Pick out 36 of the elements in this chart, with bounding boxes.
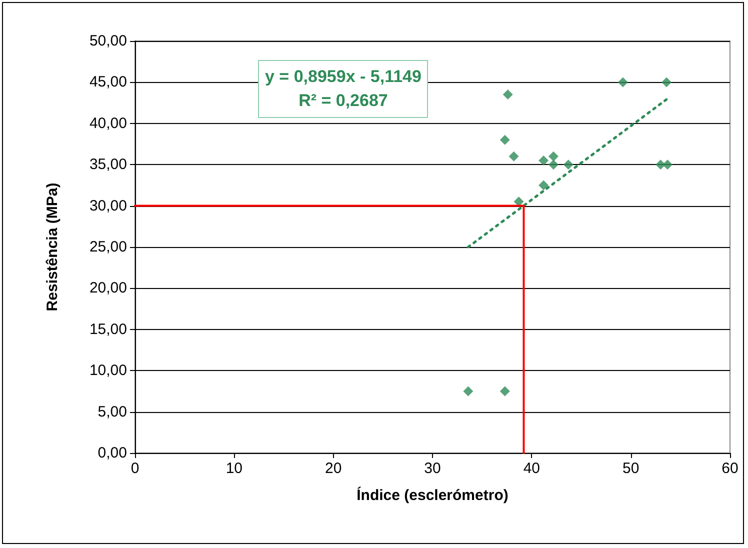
y-tick-label: 50,00 [89,32,127,50]
y-tick-label: 10,00 [89,362,127,380]
point [548,151,558,162]
point [656,160,666,170]
y-tick-label: 40,00 [89,114,127,132]
point [508,151,519,162]
point [500,134,510,145]
point [500,386,510,396]
point [538,155,549,166]
y-tick-label: 20,00 [89,280,127,297]
point [538,180,549,190]
point [563,160,574,170]
y-tick-label: 5,00 [98,403,127,420]
x-axis-title: Índice (esclerómetro) [356,486,508,504]
x-tick-label: 50 [622,460,640,477]
x-tick-label: 20 [324,460,342,477]
point [618,77,628,88]
point [662,160,673,170]
y-tick-label: 35,00 [89,156,127,174]
x-tick-label: 30 [424,460,441,477]
point [548,160,558,170]
annotation: R² = 0,2687 [298,91,388,110]
point [463,386,474,396]
x-tick-label: 10 [226,460,243,477]
y-tick-label: 25,00 [89,238,127,256]
annotation: y = 0,8959x - 5,1149 [265,67,422,86]
x-tick-label: 40 [523,460,540,477]
y-axis-title: Resistência (MPa) [44,182,61,312]
y-tick-label: 45,00 [89,74,127,91]
x-tick-label: 60 [722,460,738,477]
point [502,90,513,100]
y-tick-label: 15,00 [89,320,127,338]
y-tick-label: 0,00 [98,444,127,462]
y-tick-label: 30,00 [89,197,127,214]
point [662,77,672,88]
x-tick-label: 0 [130,460,140,477]
